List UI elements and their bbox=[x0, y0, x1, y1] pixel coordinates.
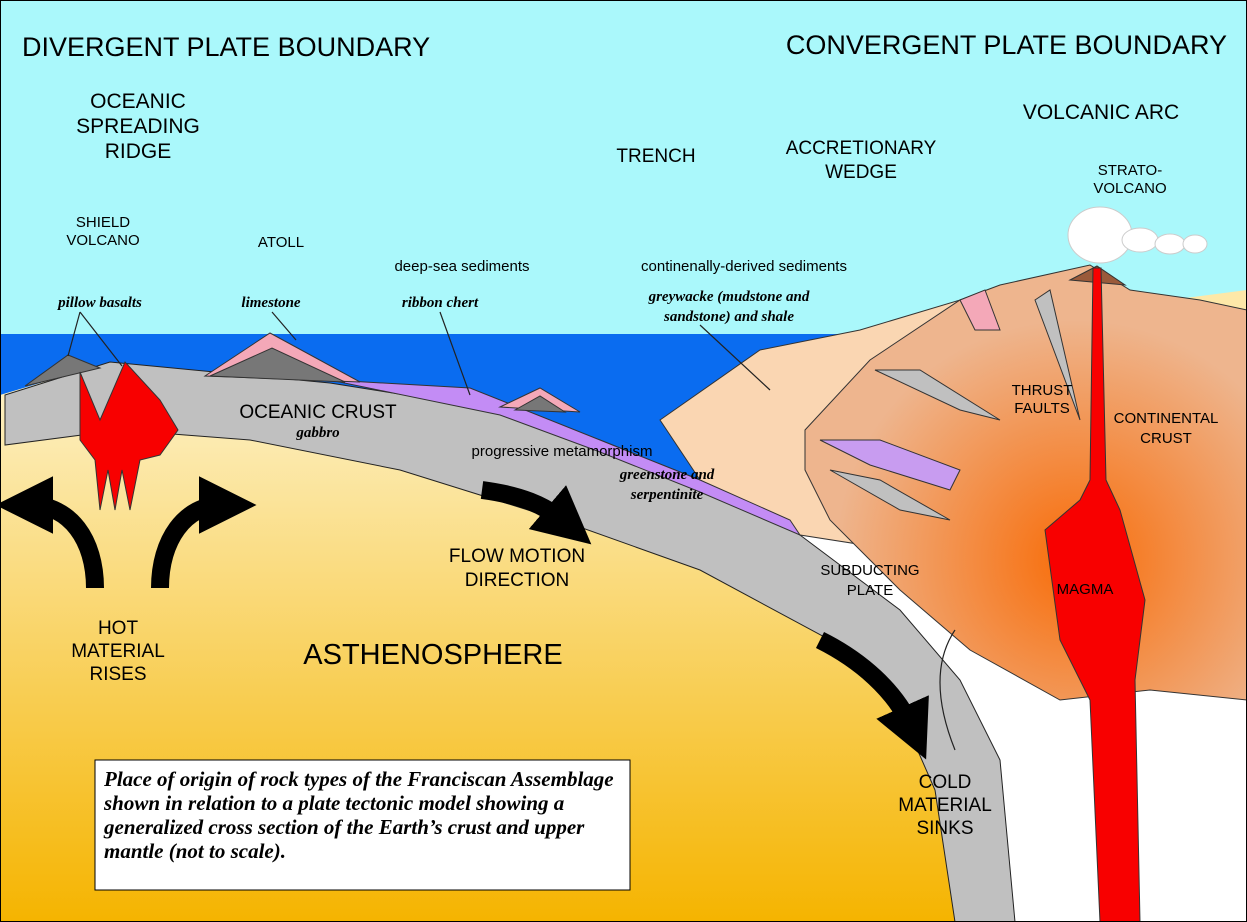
label: FAULTS bbox=[1014, 400, 1070, 417]
rock-label: gabbro bbox=[295, 425, 339, 441]
rock-label: pillow basalts bbox=[56, 295, 142, 311]
label: VOLCANIC ARC bbox=[1023, 101, 1179, 124]
label: VOLCANO bbox=[1093, 180, 1166, 197]
label: SINKS bbox=[916, 818, 973, 839]
label: TRENCH bbox=[616, 146, 695, 167]
diagram: DIVERGENT PLATE BOUNDARY CONVERGENT PLATE… bbox=[0, 0, 1247, 922]
label: RISES bbox=[89, 664, 146, 685]
label: OCEANIC CRUST bbox=[239, 402, 397, 423]
label: COLD bbox=[919, 772, 972, 793]
label: ACCRETIONARY bbox=[786, 138, 937, 159]
page: {"titles": {"left": "DIVERGENT PLATE BOU… bbox=[0, 0, 1247, 922]
rock-label: greenstone and bbox=[619, 467, 715, 483]
label: SUBDUCTING bbox=[820, 562, 919, 579]
label: RIDGE bbox=[105, 140, 172, 163]
rock-label: sandstone) and shale bbox=[663, 309, 794, 325]
label: THRUST bbox=[1012, 382, 1073, 399]
caption-line: generalized cross section of the Earth’s… bbox=[103, 815, 585, 839]
label: VOLCANO bbox=[66, 232, 139, 249]
label: MATERIAL bbox=[898, 795, 992, 816]
label: CONTINENTAL bbox=[1114, 410, 1219, 427]
label: SHIELD bbox=[76, 214, 130, 231]
label: SPREADING bbox=[76, 115, 200, 138]
label: continenally-derived sediments bbox=[641, 258, 847, 275]
caption-line: Place of origin of rock types of the Fra… bbox=[103, 767, 614, 791]
rock-label: greywacke (mudstone and bbox=[648, 289, 810, 305]
title: CONVERGENT PLATE BOUNDARY bbox=[786, 30, 1227, 60]
label: ATOLL bbox=[258, 234, 304, 251]
title: DIVERGENT PLATE BOUNDARY bbox=[22, 32, 430, 62]
label: deep-sea sediments bbox=[394, 258, 529, 275]
label: WEDGE bbox=[825, 162, 897, 183]
label: CRUST bbox=[1140, 430, 1192, 447]
label: ASTHENOSPHERE bbox=[303, 639, 562, 671]
rock-label: limestone bbox=[241, 295, 301, 311]
rock-label: serpentinite bbox=[630, 487, 704, 503]
caption-line: mantle (not to scale). bbox=[104, 839, 286, 863]
label: HOT bbox=[98, 618, 139, 639]
label: FLOW MOTION bbox=[449, 546, 585, 567]
label: MAGMA bbox=[1057, 581, 1114, 598]
label: OCEANIC bbox=[90, 90, 186, 113]
label: progressive metamorphism bbox=[472, 443, 653, 460]
label: MATERIAL bbox=[71, 641, 165, 662]
label: STRATO- bbox=[1098, 162, 1162, 179]
label: PLATE bbox=[847, 582, 893, 599]
label: DIRECTION bbox=[465, 570, 570, 591]
caption-line: shown in relation to a plate tectonic mo… bbox=[103, 791, 564, 815]
rock-label: ribbon chert bbox=[402, 295, 479, 311]
